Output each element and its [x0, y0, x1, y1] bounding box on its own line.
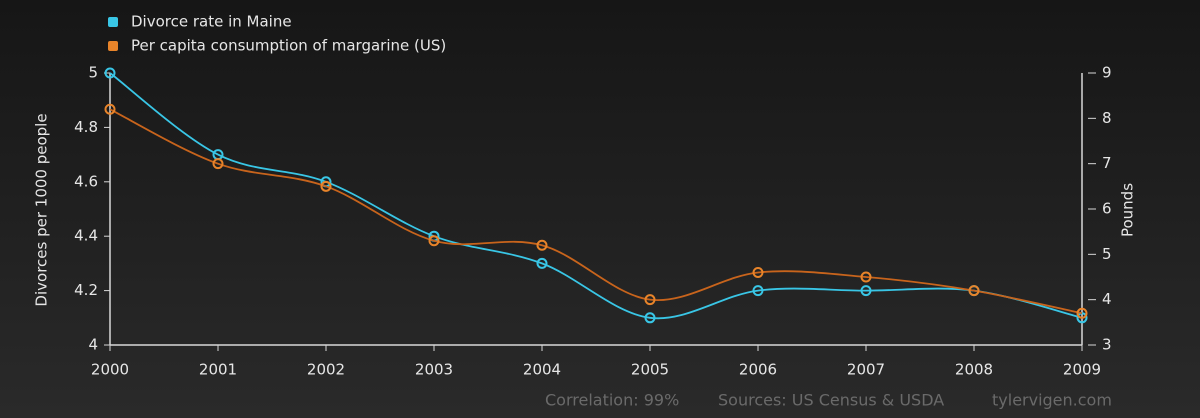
y2-tick-label: 6: [1102, 200, 1112, 218]
data-point: [428, 235, 440, 247]
x-tick-label: 2003: [415, 361, 453, 379]
legend-label: Divorce rate in Maine: [131, 13, 292, 31]
data-point: [1076, 307, 1088, 319]
legend-marker: [108, 17, 118, 27]
y-tick-label: 4.4: [74, 227, 98, 245]
y-tick-label: 5: [88, 64, 98, 82]
y2-axis-label: Pounds: [1119, 183, 1137, 237]
x-tick-label: 2000: [91, 361, 129, 379]
x-tick-label: 2009: [1063, 361, 1101, 379]
data-point: [644, 294, 656, 306]
data-point: [644, 312, 656, 324]
series-line: [109, 72, 1083, 320]
footer-site: tylervigen.com: [992, 391, 1112, 410]
y2-tick-label: 3: [1102, 336, 1112, 354]
data-point: [536, 239, 548, 251]
data-point: [536, 257, 548, 269]
x-tick-label: 2005: [631, 361, 669, 379]
data-point: [1076, 312, 1088, 324]
data-point: [968, 285, 980, 297]
data-point: [104, 103, 116, 115]
x-tick-label: 2004: [523, 361, 561, 379]
data-point: [212, 158, 224, 170]
x-tick-label: 2007: [847, 361, 885, 379]
data-point: [320, 180, 332, 192]
y2-tick-label: 5: [1102, 245, 1112, 263]
series-line: [109, 108, 1083, 315]
data-point: [752, 266, 764, 278]
y2-tick-label: 4: [1102, 290, 1112, 308]
data-point: [752, 285, 764, 297]
x-tick-label: 2008: [955, 361, 993, 379]
y2-tick-label: 8: [1102, 109, 1112, 127]
data-point: [860, 285, 872, 297]
legend-marker: [108, 41, 118, 51]
y-tick-label: 4.2: [74, 281, 98, 299]
y-tick-label: 4: [88, 336, 98, 354]
legend-label: Per capita consumption of margarine (US): [131, 37, 446, 55]
x-tick-label: 2006: [739, 361, 777, 379]
x-tick-label: 2002: [307, 361, 345, 379]
data-point: [860, 271, 872, 283]
footer-sources: Sources: US Census & USDA: [718, 391, 944, 410]
y-axis-label: Divorces per 1000 people: [33, 113, 51, 306]
data-point: [104, 67, 116, 79]
y-tick-label: 4.8: [74, 118, 98, 136]
y2-tick-label: 7: [1102, 154, 1112, 172]
footer-correlation: Correlation: 99%: [545, 391, 679, 410]
y-tick-label: 4.6: [74, 172, 98, 190]
y2-tick-label: 9: [1102, 64, 1112, 82]
x-tick-label: 2001: [199, 361, 237, 379]
